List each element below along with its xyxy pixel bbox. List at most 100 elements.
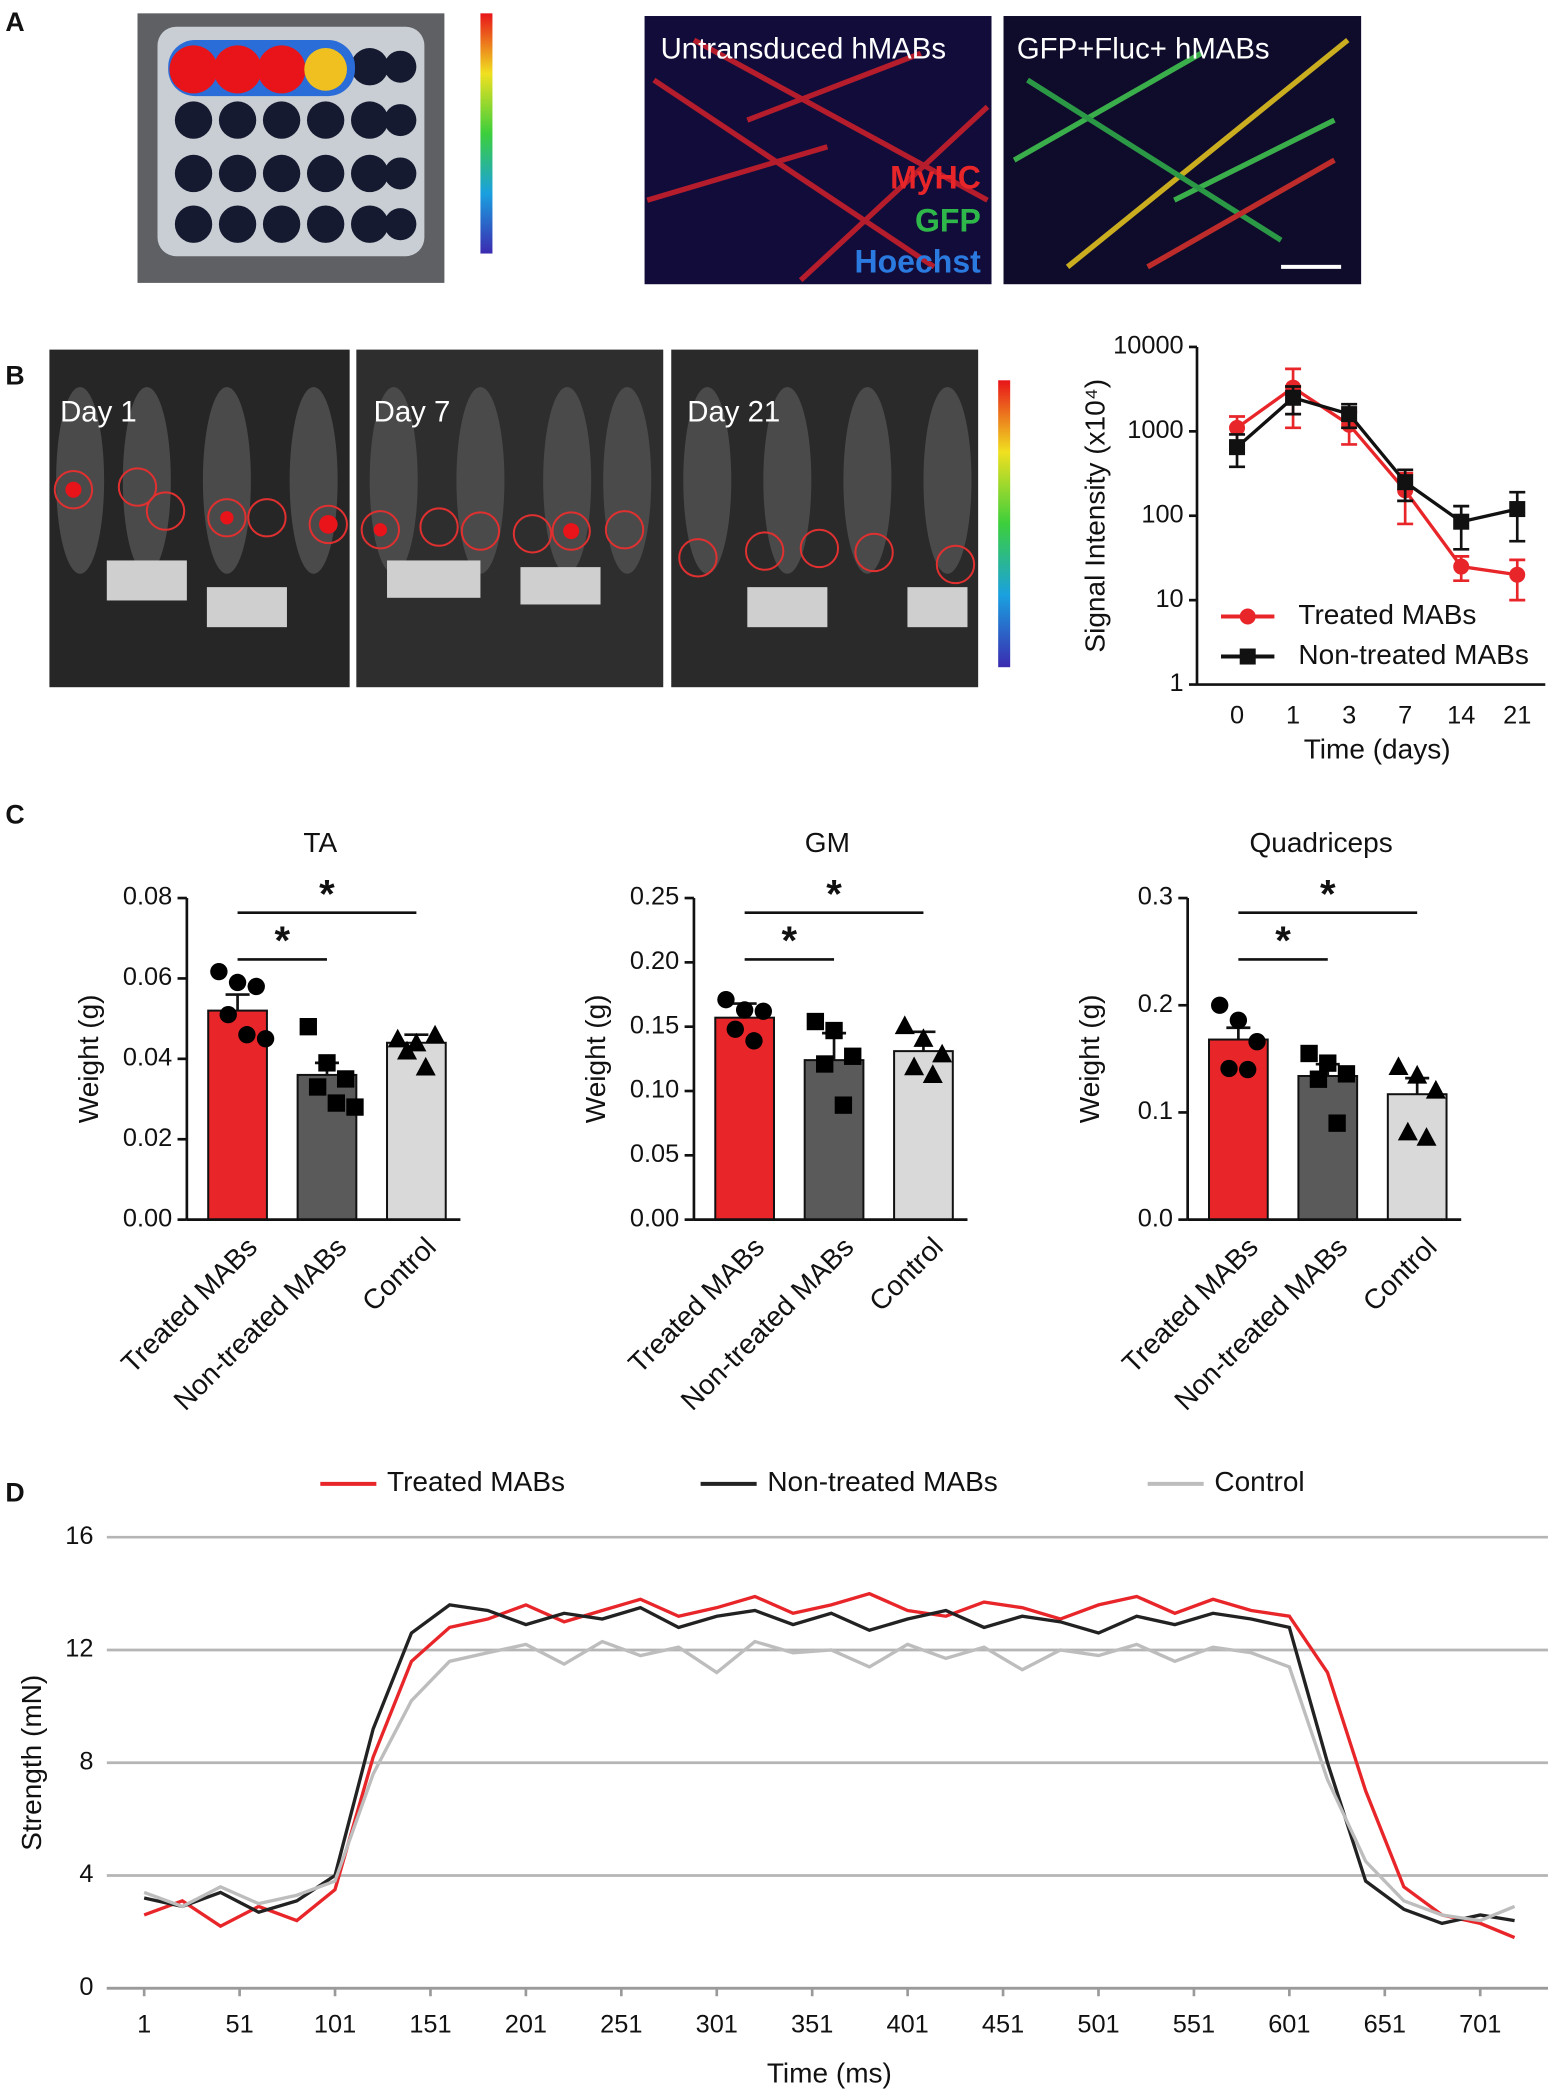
- marker: [806, 1012, 825, 1031]
- marker: [397, 1040, 418, 1060]
- significance-label: *: [1275, 919, 1291, 963]
- y-tick-label: 0.00: [630, 1204, 679, 1232]
- x-tick-label: 251: [600, 2010, 642, 2038]
- marker: [1229, 439, 1246, 456]
- y-tick-label: 1000: [1127, 416, 1183, 444]
- marker: [327, 1094, 345, 1112]
- bar: [1297, 1074, 1359, 1221]
- marker: [1397, 1121, 1418, 1141]
- x-tick-label: 7: [1398, 701, 1412, 729]
- x-tick-label: 651: [1364, 2010, 1406, 2038]
- marker: [238, 1026, 256, 1044]
- stain-label: GFP: [915, 202, 981, 238]
- y-tick-label: 0.02: [123, 1124, 172, 1152]
- marker: [247, 977, 265, 996]
- marker: [1425, 1079, 1446, 1099]
- x-tick-label: 451: [982, 2010, 1024, 2038]
- marker: [745, 1032, 763, 1050]
- significance-label: *: [782, 919, 798, 963]
- stain-label: Hoechst: [855, 244, 982, 280]
- chart-title: GM: [805, 827, 850, 858]
- bar: [803, 1059, 865, 1221]
- x-axis-label: Time (ms): [767, 2057, 892, 2088]
- marker: [308, 1078, 327, 1096]
- marker: [346, 1098, 364, 1116]
- chart-title: Quadriceps: [1249, 827, 1392, 858]
- y-tick-label: 1: [1170, 669, 1184, 697]
- legend-label: Control: [1214, 1466, 1304, 1497]
- y-tick-label: 16: [65, 1522, 93, 1550]
- bar: [714, 1016, 775, 1221]
- x-tick-label: 601: [1268, 2010, 1310, 2038]
- y-tick-label: 12: [65, 1635, 93, 1663]
- bar: [296, 1073, 358, 1221]
- y-tick-label: 0.06: [123, 963, 172, 991]
- marker: [415, 1056, 436, 1076]
- y-axis-label: Strength (mN): [16, 1675, 47, 1851]
- y-tick-label: 0.08: [123, 883, 172, 911]
- x-tick-label: 351: [791, 2010, 833, 2038]
- error-bar: [225, 993, 250, 1011]
- marker: [1220, 1059, 1238, 1078]
- image-title: Day 21: [687, 395, 780, 428]
- marker: [256, 1030, 275, 1048]
- x-tick-label: 0: [1230, 701, 1244, 729]
- x-tick-label: 51: [225, 2010, 253, 2038]
- marker: [1397, 474, 1414, 491]
- marker: [1319, 1054, 1337, 1072]
- panel-label: C: [5, 800, 24, 830]
- y-tick-label: 100: [1141, 500, 1183, 528]
- marker: [735, 1001, 754, 1019]
- legend-marker: [1239, 608, 1256, 625]
- marker: [1388, 1056, 1409, 1076]
- x-tick-label: 701: [1459, 2010, 1501, 2038]
- x-tick-label: Non-treated MABs: [675, 1231, 860, 1416]
- y-axis-label: Signal Intensity (x10⁴): [1079, 379, 1110, 653]
- marker: [1248, 1033, 1266, 1051]
- series-line: [1235, 395, 1518, 524]
- marker: [1509, 566, 1526, 583]
- y-tick-label: 10000: [1113, 332, 1183, 360]
- marker: [816, 1055, 834, 1073]
- significance-label: *: [319, 872, 335, 916]
- legend-label: Non-treated MABs: [767, 1466, 997, 1497]
- y-tick-label: 0.0: [1138, 1204, 1173, 1232]
- x-tick-label: Non-treated MABs: [168, 1231, 353, 1416]
- fluorescence-images: Untransduced hMABs GFP+Fluc+ hMABs MyHC …: [644, 16, 1362, 285]
- marker: [387, 1028, 408, 1048]
- panel-label: D: [5, 1478, 24, 1508]
- series-line: [143, 1639, 1516, 1923]
- marker: [406, 1032, 427, 1052]
- y-tick-label: 0.05: [630, 1140, 679, 1168]
- image-title: Day 7: [374, 395, 451, 428]
- marker: [425, 1024, 446, 1044]
- y-tick-label: 0.1: [1138, 1097, 1173, 1125]
- y-tick-label: 0.2: [1138, 990, 1173, 1018]
- marker: [904, 1056, 925, 1076]
- marker: [228, 973, 247, 992]
- marker: [219, 1005, 237, 1024]
- panel-label: A: [5, 7, 24, 37]
- marker: [844, 1047, 862, 1065]
- marker: [299, 1018, 317, 1036]
- x-tick-label: 501: [1077, 2010, 1119, 2038]
- y-tick-label: 0.04: [123, 1044, 172, 1072]
- bar: [1386, 1093, 1448, 1221]
- x-tick-label: 21: [1503, 701, 1531, 729]
- y-tick-label: 0.10: [630, 1076, 679, 1104]
- x-tick-label: 401: [886, 2010, 928, 2038]
- marker: [1239, 1060, 1257, 1079]
- legend-label: Treated MABs: [1298, 599, 1476, 630]
- significance-label: *: [826, 872, 842, 916]
- x-tick-label: 1: [137, 2010, 151, 2038]
- marker: [1453, 558, 1470, 575]
- series-line: [143, 1603, 1515, 1926]
- x-tick-label: Non-treated MABs: [1168, 1231, 1353, 1416]
- x-tick-label: 551: [1173, 2010, 1215, 2038]
- bar: [893, 1050, 954, 1221]
- y-tick-label: 4: [79, 1860, 93, 1888]
- panel-label: B: [5, 361, 24, 391]
- series-line: [143, 1591, 1516, 1940]
- y-tick-label: 0.25: [630, 883, 679, 911]
- chart-title: TA: [303, 827, 337, 858]
